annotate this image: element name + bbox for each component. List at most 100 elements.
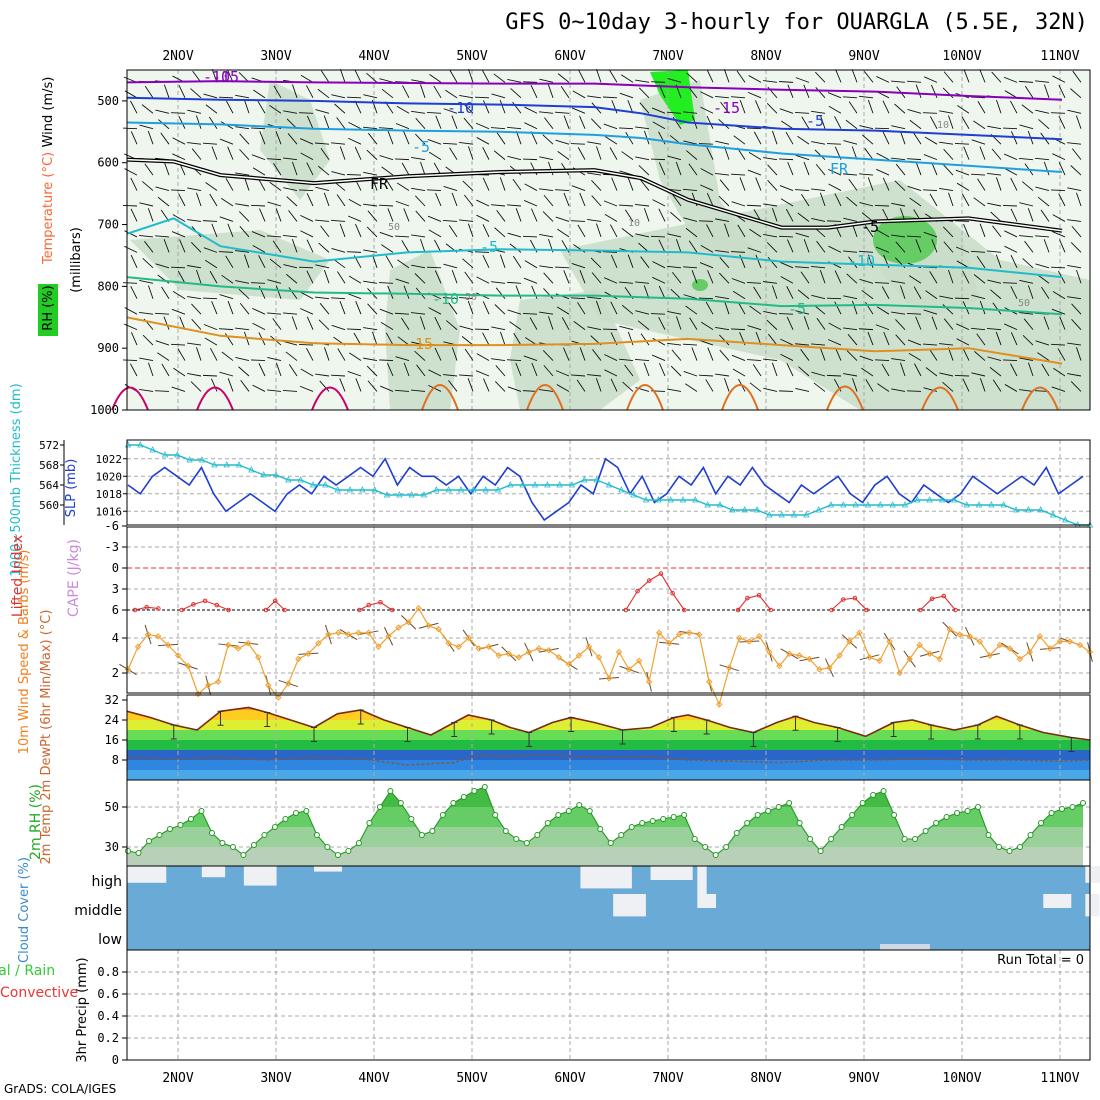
wind-barb [195, 115, 202, 129]
wind-barb [366, 72, 378, 83]
wind-barb [411, 234, 426, 238]
slp-line [127, 457, 1084, 522]
wind-barb [1010, 332, 1018, 346]
wind-speed-point [756, 633, 763, 640]
wind-barb [706, 69, 714, 83]
wind-barb [306, 316, 314, 330]
wind-barb [299, 138, 314, 145]
wind-speed-point [675, 631, 683, 638]
wind-barb [650, 158, 666, 161]
wind-barb [667, 111, 682, 114]
wind-barb [1043, 316, 1050, 330]
wind-barb [640, 256, 650, 269]
wind-barb [306, 162, 314, 176]
rh-point [156, 832, 163, 838]
date-label-top: 8NOV [750, 49, 781, 64]
thickness-point [161, 451, 169, 458]
wind-barb [819, 269, 826, 284]
wind-barb [496, 209, 506, 222]
wind-barb [235, 203, 250, 207]
wind-barb [366, 226, 378, 238]
wind-speed-point [225, 641, 232, 649]
wind-barb [882, 177, 890, 191]
wind-barb [318, 242, 330, 253]
wind-barb [1019, 279, 1034, 284]
wind-barb [462, 258, 474, 269]
wind-barb [475, 122, 490, 130]
wind-barb [130, 332, 138, 346]
wind-barb [698, 297, 714, 300]
wind-barb [387, 130, 394, 145]
wind-barb [715, 95, 730, 99]
wind-barb [221, 274, 234, 284]
wind-barb [1003, 76, 1018, 83]
wind-barb [1019, 80, 1034, 83]
wind-barb [239, 302, 250, 315]
wind-barb [414, 273, 426, 284]
wind-speed-point [515, 654, 523, 661]
wind-barb [602, 251, 618, 253]
wind-barb [288, 210, 298, 222]
wind-barb [144, 163, 154, 176]
wind-barb [543, 194, 554, 207]
wind-barb [448, 380, 458, 392]
pressure-tick-label: 1000 [90, 403, 119, 417]
wind-barb [848, 178, 858, 191]
wind-barb [913, 286, 922, 299]
wind-barb [942, 304, 954, 315]
rh-point [817, 848, 824, 854]
wind-barb [267, 201, 282, 207]
wind-barb [459, 297, 474, 300]
wind-barb [451, 269, 458, 284]
wind-barb [1052, 291, 1066, 300]
wind-speed-point [625, 666, 633, 673]
wind-barb [323, 269, 330, 284]
rh-point [702, 844, 709, 850]
wind-barb [977, 100, 986, 114]
wind-barb [755, 254, 762, 268]
wind-speed-point [435, 626, 442, 633]
wind-barb [851, 300, 858, 315]
wind-barb [154, 390, 170, 392]
thickness-point [938, 496, 946, 503]
wind-barb [1028, 362, 1034, 377]
wind-barb [142, 334, 154, 346]
wind-barb [379, 78, 394, 83]
wind-barb [428, 307, 442, 315]
thickness-axis-label: 1000~500mb Thickness (dm) [9, 383, 24, 576]
wind-speed-point [906, 655, 913, 663]
wind-barb [467, 223, 474, 238]
wind-barb [683, 371, 698, 377]
wind-barb [705, 301, 714, 315]
wind-barb [705, 379, 714, 392]
wind-barb [843, 327, 858, 331]
temp-tick-label: 32 [105, 693, 119, 707]
wind-barb [763, 358, 778, 361]
wind-barb [638, 87, 650, 99]
rh-tick-label: 50 [105, 800, 119, 814]
pressure-tick-label: 700 [97, 218, 119, 232]
wind-barb [515, 362, 522, 377]
cloud-gap [127, 866, 167, 883]
wind-barb [238, 211, 250, 222]
wind-barb [157, 352, 170, 361]
wind-barb [652, 276, 666, 284]
rh-point [313, 832, 320, 838]
wind-barb [172, 290, 186, 300]
wind-speed-point [936, 655, 943, 663]
wind-barb [1071, 303, 1082, 315]
wind-barb [1050, 266, 1066, 269]
wind-barb [506, 359, 522, 361]
wind-barb [939, 141, 954, 145]
wind-barb [512, 255, 522, 269]
wind-barb [509, 321, 522, 331]
wind-barb [1010, 208, 1018, 222]
isotherm-loop [111, 386, 149, 411]
wind-barb [991, 148, 1002, 160]
wind-barb [494, 381, 506, 392]
wind-barb [415, 210, 426, 222]
wind-speed-point [485, 643, 492, 650]
rh-shade [385, 250, 460, 410]
wind-barb [476, 199, 490, 207]
wind-barb [843, 295, 858, 300]
